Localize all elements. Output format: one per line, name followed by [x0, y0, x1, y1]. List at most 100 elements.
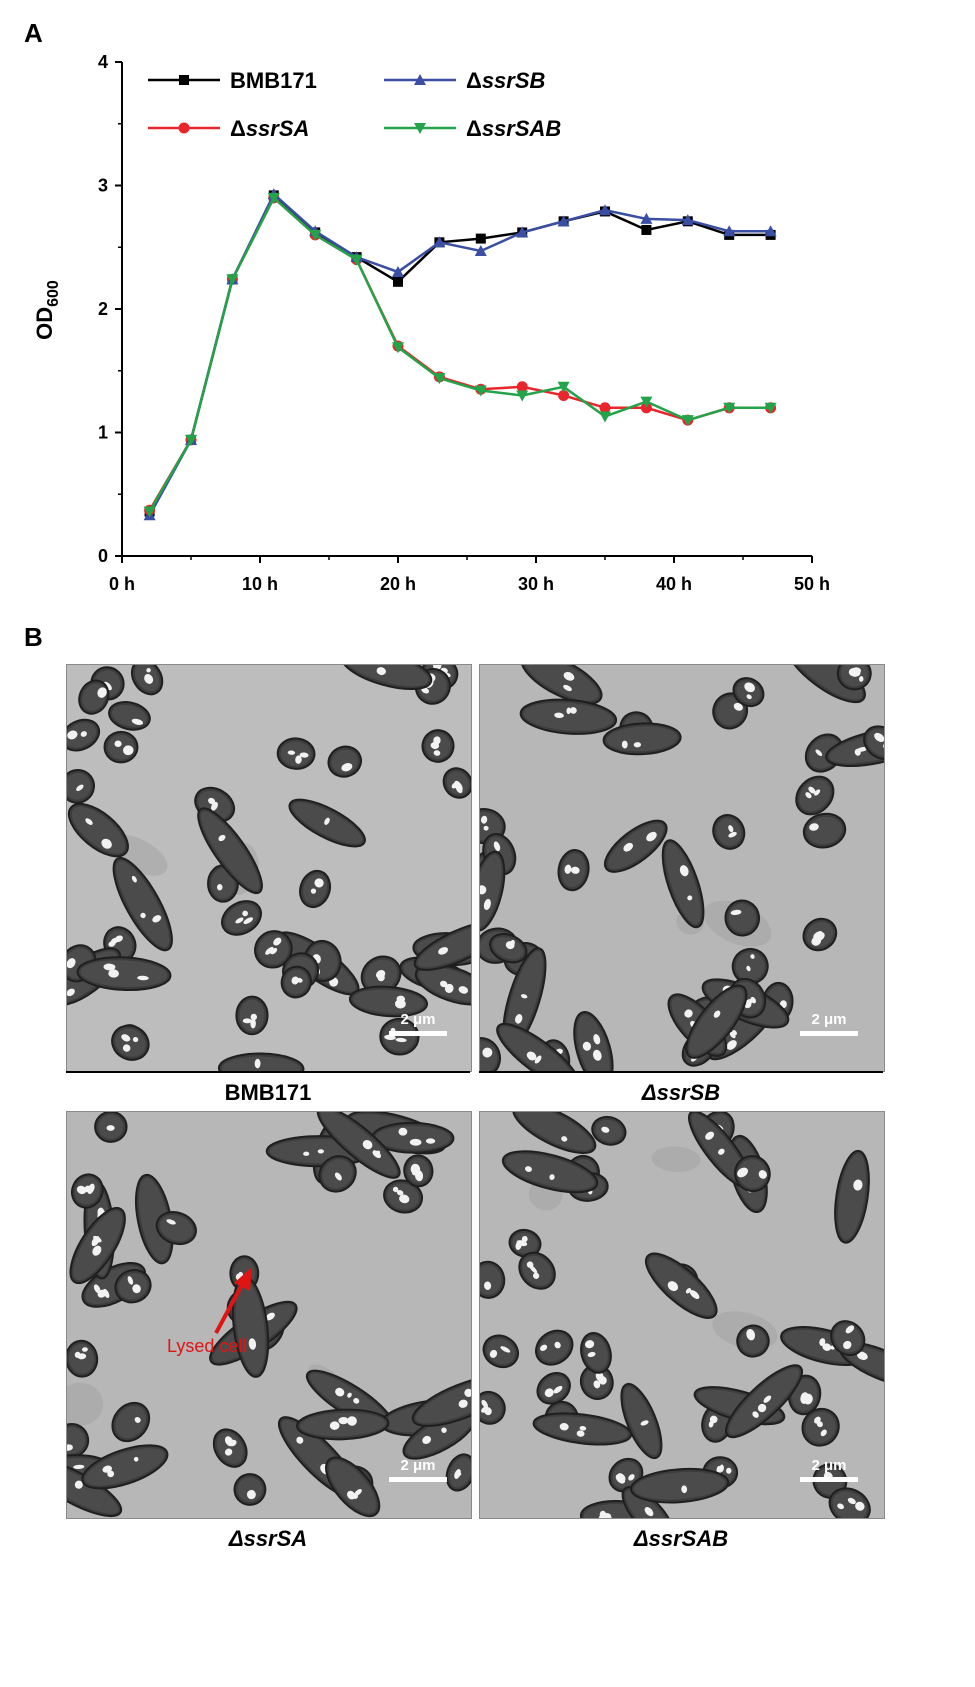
cell-inner [71, 806, 126, 854]
y-tick-label: 0 [98, 546, 108, 566]
inclusion [856, 746, 868, 752]
micrograph-delta-ssrsab [479, 1111, 885, 1519]
data-point [516, 390, 529, 402]
legend-entry: ΔssrSAB [384, 116, 561, 141]
inclusion [819, 1338, 826, 1346]
bacterium [411, 1374, 471, 1427]
inclusion [561, 1136, 568, 1142]
inclusion [246, 1489, 256, 1500]
inclusion [728, 825, 734, 833]
scale-bar [800, 1031, 858, 1036]
inclusion [444, 983, 454, 994]
cell-inner [577, 1015, 610, 1071]
bacterium [414, 963, 471, 1006]
inclusion [216, 884, 223, 891]
inclusion [874, 732, 884, 742]
inclusion [729, 1031, 736, 1039]
data-point [226, 274, 239, 286]
inclusion [265, 946, 274, 955]
cell-inner [538, 1333, 570, 1362]
inclusion [132, 1284, 141, 1294]
chart-series [143, 188, 777, 521]
bacterium [325, 1456, 381, 1518]
legend-entry: BMB171 [148, 68, 317, 93]
inclusion [566, 707, 571, 715]
inclusion [855, 1501, 865, 1511]
cell-inner [648, 1256, 714, 1316]
inclusion [114, 935, 123, 943]
cell-inner [300, 1412, 386, 1437]
bacterium [67, 1339, 99, 1378]
legend-gene: ssrSB [482, 68, 546, 93]
cell-inner [116, 860, 170, 948]
y-axis-title: OD600 [32, 280, 62, 340]
bacterium [801, 1407, 840, 1447]
scale-bar [800, 1477, 858, 1482]
bacterium [108, 701, 151, 731]
bacterium [480, 1260, 506, 1299]
legend-entry: ΔssrSA [148, 116, 309, 141]
data-point [474, 244, 487, 256]
inclusion [752, 1411, 759, 1418]
bacterium [233, 1473, 267, 1506]
data-point [392, 342, 404, 354]
bacterium [231, 1276, 270, 1378]
inclusion [757, 1403, 767, 1413]
inclusion [73, 1464, 85, 1469]
inclusion [67, 1444, 73, 1451]
inclusion [628, 1474, 635, 1481]
inclusion [314, 878, 324, 888]
data-point [640, 212, 653, 224]
inclusion [687, 895, 693, 901]
micrograph-texture [480, 1112, 884, 1518]
bacterium [327, 745, 363, 778]
data-point [681, 214, 694, 226]
inclusion [811, 936, 822, 946]
cell-inner [237, 1477, 263, 1502]
bacterium [78, 679, 110, 715]
inclusion [254, 1058, 261, 1069]
inclusion [376, 969, 386, 979]
inclusion [458, 986, 469, 994]
bacterium [103, 730, 139, 764]
cell-inner [738, 1159, 767, 1189]
data-point [599, 402, 611, 414]
inclusion [144, 673, 154, 684]
inclusion [87, 1183, 95, 1194]
inclusion [667, 1281, 679, 1292]
bacterium [535, 1329, 574, 1366]
scale-bar-label: 2 μm [400, 1457, 436, 1474]
inclusion [816, 1421, 823, 1428]
inclusion [122, 1044, 131, 1052]
cell-inner [480, 1264, 502, 1295]
bacterium [69, 1206, 126, 1285]
inclusion [843, 1340, 852, 1350]
inclusion [324, 817, 330, 825]
inclusion [718, 1148, 725, 1155]
bacterium [512, 1112, 597, 1154]
inclusion [140, 912, 146, 919]
scale-bar-label: 2 μm [811, 1457, 847, 1474]
legend-delta: Δ [466, 116, 482, 141]
chart-legend: BMB171 ΔssrSA ΔssrSB ΔssrSAB [148, 68, 561, 141]
inclusion [705, 1131, 715, 1140]
x-tick-label: 30 h [518, 574, 554, 594]
inclusion [615, 1474, 626, 1484]
cell-inner [689, 988, 744, 1056]
data-point [681, 415, 694, 427]
inclusion [131, 718, 144, 725]
cell-inner [352, 989, 425, 1014]
legend-gene: ssrSAB [482, 116, 562, 141]
inclusion [107, 1470, 115, 1478]
inclusion [74, 1351, 81, 1359]
inclusion [372, 1150, 382, 1159]
inclusion [76, 784, 84, 792]
bacterium [67, 768, 95, 804]
bacterium [501, 1150, 599, 1194]
bacterium [280, 965, 312, 999]
y-tick-label: 3 [98, 176, 108, 196]
inclusion [746, 965, 751, 972]
inclusion [820, 1429, 827, 1437]
bacterium [379, 1017, 420, 1056]
inclusion [440, 980, 448, 988]
